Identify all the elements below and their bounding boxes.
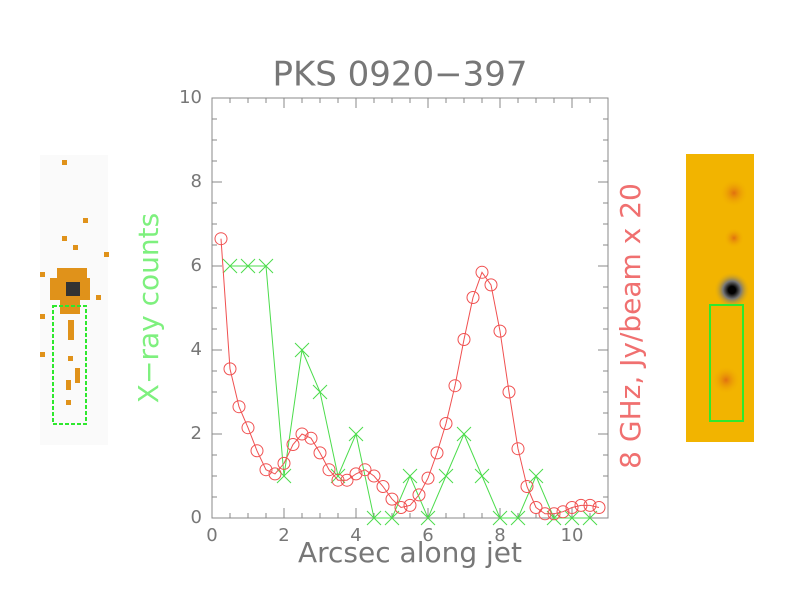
point-marker	[384, 510, 400, 526]
x-tick-label: 2	[278, 525, 289, 546]
point-marker	[538, 507, 552, 521]
chart-title: PKS 0920−397	[272, 55, 527, 95]
point-marker	[547, 507, 561, 521]
series-line	[220, 238, 600, 515]
point-marker	[312, 384, 328, 400]
point-marker	[529, 501, 543, 514]
point-marker	[276, 468, 292, 484]
point-marker	[358, 463, 372, 477]
point-marker	[583, 498, 597, 512]
point-marker	[439, 417, 453, 430]
point-marker	[402, 468, 418, 484]
radio-image	[686, 154, 754, 442]
point-marker	[403, 498, 417, 512]
y-tick-label: 6	[191, 255, 202, 276]
x-tick-label: 4	[350, 525, 361, 546]
point-marker	[510, 510, 526, 526]
y-tick-label: 4	[191, 339, 202, 360]
point-marker	[340, 473, 354, 487]
plot-frame	[211, 97, 609, 519]
point-marker	[456, 426, 472, 442]
point-marker	[556, 505, 570, 519]
series-line	[230, 265, 590, 520]
point-marker	[484, 278, 498, 292]
point-marker	[520, 480, 534, 493]
point-marker	[502, 385, 516, 399]
point-marker	[223, 362, 237, 376]
point-marker	[466, 291, 480, 304]
point-marker	[349, 467, 363, 481]
point-marker	[592, 501, 606, 514]
point-marker	[412, 488, 426, 502]
point-marker	[421, 471, 435, 485]
point-marker	[286, 438, 300, 451]
point-marker	[258, 258, 274, 274]
x-axis-label: Arcsec along jet	[298, 536, 522, 569]
point-marker	[241, 421, 255, 435]
point-marker	[564, 510, 580, 526]
point-marker	[430, 446, 444, 460]
point-marker	[376, 480, 390, 493]
x-tick-label: 10	[561, 525, 584, 546]
point-marker	[250, 444, 264, 458]
point-marker	[313, 446, 327, 460]
point-marker	[492, 510, 508, 526]
y-tick-label: 10	[179, 87, 202, 108]
point-marker	[366, 510, 382, 526]
point-marker	[528, 468, 544, 484]
point-marker	[474, 468, 490, 484]
y-tick-label: 0	[191, 507, 202, 528]
point-marker	[222, 258, 238, 274]
point-marker	[348, 426, 364, 442]
point-marker	[268, 467, 282, 481]
point-marker	[322, 463, 336, 477]
point-marker	[420, 510, 436, 526]
point-marker	[574, 498, 588, 512]
point-marker	[448, 379, 462, 393]
point-marker	[438, 468, 454, 484]
x-tick-label: 0	[206, 525, 217, 546]
point-marker	[394, 501, 408, 514]
point-marker	[232, 400, 246, 414]
point-marker	[565, 501, 579, 514]
point-marker	[214, 232, 228, 246]
point-marker	[259, 463, 273, 477]
point-marker	[457, 333, 471, 346]
y-tick-label: 2	[191, 423, 202, 444]
point-marker	[367, 469, 381, 483]
point-marker	[277, 456, 291, 470]
x-tick-label: 8	[494, 525, 505, 546]
point-marker	[240, 258, 256, 274]
point-marker	[511, 442, 525, 456]
point-marker	[304, 431, 318, 445]
y-axis-label: X−ray counts	[132, 213, 165, 403]
point-marker	[294, 342, 310, 358]
y-tick-label: 8	[191, 171, 202, 192]
point-marker	[582, 510, 598, 526]
point-marker	[331, 473, 345, 487]
xray-image	[40, 155, 109, 445]
point-marker	[295, 427, 309, 441]
point-marker	[475, 265, 489, 279]
point-marker	[493, 324, 507, 338]
x-tick-label: 6	[422, 525, 433, 546]
point-marker	[385, 492, 399, 506]
y2-axis-label: 8 GHz, Jy/beam x 20	[614, 183, 647, 469]
